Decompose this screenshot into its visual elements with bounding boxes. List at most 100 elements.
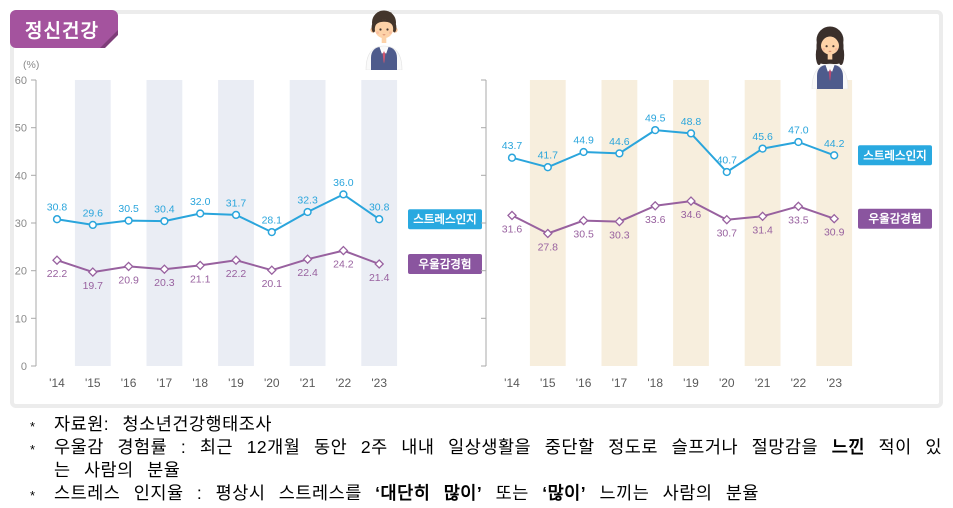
value-label: 30.8 — [47, 202, 68, 214]
legend-stress: 스트레스인지 — [408, 209, 482, 230]
data-point-marker — [303, 207, 312, 217]
value-label: 30.9 — [824, 227, 845, 239]
data-point-marker — [542, 228, 553, 239]
data-point-marker — [196, 209, 205, 218]
x-tick-label: '15 — [540, 376, 556, 390]
value-label: 22.4 — [297, 267, 318, 279]
value-label: 24.2 — [333, 259, 354, 271]
year-stripe — [744, 80, 781, 366]
data-point-marker — [578, 215, 589, 226]
value-label: 30.8 — [369, 202, 390, 214]
title-banner: 정신건강 — [10, 10, 118, 48]
value-label: 30.4 — [154, 204, 175, 216]
x-tick-label: '17 — [612, 376, 628, 390]
data-point-marker — [159, 264, 170, 275]
data-point-marker — [160, 216, 169, 226]
x-tick-label: '17 — [157, 376, 173, 390]
data-point-marker — [507, 210, 517, 221]
boys-line-chart: 0 10 20 30 40 50 60 (%) '14 '15 '16 '17 '18 '19 '20 '21… — [14, 58, 496, 411]
data-point-marker — [507, 153, 517, 162]
y-tick-label: 50 — [15, 123, 27, 135]
y-tick-label: 60 — [15, 75, 27, 87]
x-tick-label: '14 — [504, 376, 520, 390]
value-label: 49.5 — [645, 113, 666, 125]
data-point-marker — [651, 125, 660, 135]
x-tick-label: '19 — [228, 376, 244, 390]
y-tick-label: 40 — [15, 170, 27, 182]
series-line — [511, 129, 835, 173]
data-point-marker — [615, 149, 624, 158]
value-label: 33.6 — [645, 214, 666, 226]
x-tick-label: '19 — [683, 376, 699, 390]
series-line — [511, 200, 835, 235]
value-label: 32.0 — [190, 196, 211, 208]
data-point-marker — [686, 129, 696, 138]
svg-text:우울감경험: 우울감경험 — [419, 257, 472, 271]
data-point-marker — [231, 255, 241, 266]
value-label: 27.8 — [538, 242, 559, 254]
value-label: 36.0 — [333, 177, 354, 189]
data-point-marker — [830, 151, 839, 160]
x-tick-label: '20 — [719, 376, 735, 390]
data-point-marker — [793, 201, 804, 212]
data-point-marker — [124, 216, 133, 225]
x-tick-label: '16 — [576, 376, 592, 390]
data-point-marker — [722, 167, 731, 177]
girl-student-icon — [811, 26, 849, 89]
data-point-marker — [88, 220, 97, 230]
value-label: 30.7 — [717, 228, 738, 240]
footnote-item: * 자료원: 청소년건강행태조사 — [14, 413, 942, 436]
value-label: 20.1 — [262, 278, 283, 290]
series-line — [56, 193, 380, 234]
value-label: 47.0 — [788, 125, 809, 137]
data-point-marker — [758, 144, 767, 153]
data-point-marker — [231, 210, 241, 220]
value-label: 32.3 — [297, 195, 318, 207]
value-label: 48.8 — [681, 116, 702, 128]
data-point-marker — [338, 245, 349, 256]
legend-stress: 스트레스인지 — [858, 145, 932, 166]
value-label: 29.6 — [83, 207, 104, 219]
data-point-marker — [339, 190, 348, 199]
footnote-text: 우울감 경험률 : 최근 12개월 동안 2주 내내 일상생활을 중단할 정도로… — [54, 437, 832, 457]
x-tick-label: '16 — [121, 376, 137, 390]
data-point-marker — [52, 255, 62, 266]
value-label: 40.7 — [717, 155, 738, 167]
value-label: 31.4 — [752, 224, 773, 236]
footnote-item: * 스트레스 인지율 : 평상시 스트레스를 ‘대단히 많이’ 또는 ‘많이’ 느… — [14, 482, 942, 505]
value-label: 21.4 — [369, 272, 390, 284]
footnote-text: 느낀 — [831, 437, 865, 457]
svg-text:우울감경험: 우울감경험 — [869, 212, 922, 226]
value-label: 43.7 — [502, 140, 523, 152]
y-tick-label: 10 — [15, 313, 27, 325]
footnote-text: 느끼는 사람의 분율 — [586, 483, 760, 503]
footnotes: * 자료원: 청소년건강행태조사 * 우울감 경험률 : 최근 12개월 동안 2주 … — [14, 413, 942, 505]
x-tick-label: '22 — [336, 376, 352, 390]
footnote-item: * 우울감 경험률 : 최근 12개월 동안 2주 내내 일상생활을 중단할 정도… — [14, 436, 942, 482]
girls-line-chart: '14 '15 '16 '17 '18 '19 '20 '21 '22 '23 43.7 41.7 44… — [468, 58, 944, 411]
value-label: 19.7 — [83, 280, 104, 292]
value-label: 44.9 — [573, 135, 594, 147]
value-label: 30.3 — [609, 230, 630, 242]
footnote-marker: * — [30, 419, 36, 434]
value-label: 33.5 — [788, 214, 809, 226]
value-label: 41.7 — [538, 150, 559, 162]
footnote-text: 스트레스 인지율 : 평상시 스트레스를 — [54, 483, 376, 503]
x-tick-label: '20 — [264, 376, 280, 390]
year-stripe — [218, 80, 254, 366]
data-point-marker — [52, 215, 62, 224]
value-label: 30.5 — [118, 203, 139, 215]
value-label: 31.6 — [502, 223, 523, 235]
footnote-text: 적이 있는 사람의 분율 — [54, 437, 942, 480]
value-label: 44.2 — [824, 138, 845, 150]
x-tick-label: '18 — [192, 376, 208, 390]
value-label: 44.6 — [609, 136, 630, 148]
data-point-marker — [87, 267, 98, 278]
footnote-marker: * — [30, 442, 36, 457]
svg-text:스트레스인지: 스트레스인지 — [413, 212, 476, 226]
x-tick-label: '21 — [755, 376, 771, 390]
x-tick-label: '23 — [826, 376, 842, 390]
value-label: 22.2 — [226, 268, 247, 280]
x-tick-label: '15 — [85, 376, 101, 390]
